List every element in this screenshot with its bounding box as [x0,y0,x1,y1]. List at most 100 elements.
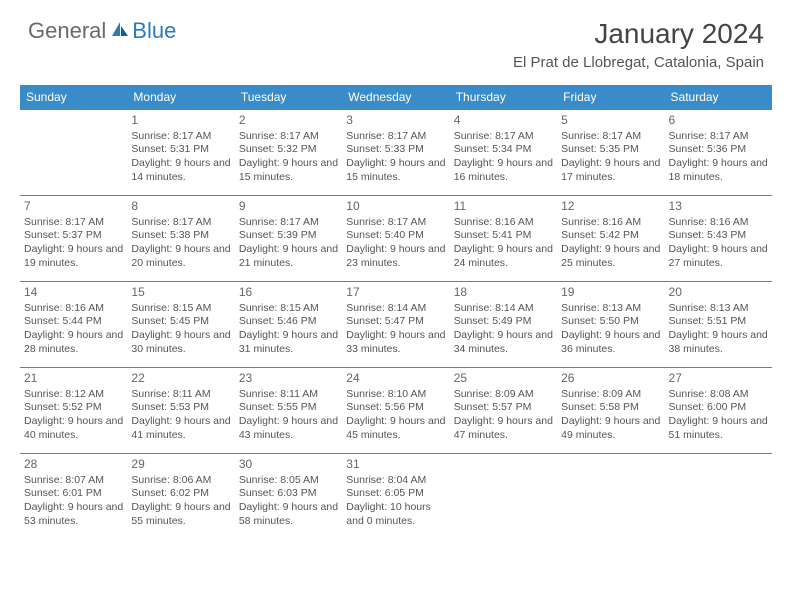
logo-sail-icon [110,20,130,43]
day-number: 20 [669,285,768,301]
daylight-text: Daylight: 9 hours and 25 minutes. [561,243,660,270]
calendar-cell: 3Sunrise: 8:17 AMSunset: 5:33 PMDaylight… [342,110,449,196]
sunset-text: Sunset: 5:50 PM [561,315,660,329]
day-number: 8 [131,199,230,215]
sunrise-text: Sunrise: 8:11 AM [131,388,230,402]
daylight-text: Daylight: 9 hours and 36 minutes. [561,329,660,356]
daylight-text: Daylight: 9 hours and 20 minutes. [131,243,230,270]
sunset-text: Sunset: 5:57 PM [454,401,553,415]
sunrise-text: Sunrise: 8:08 AM [669,388,768,402]
sunrise-text: Sunrise: 8:14 AM [346,302,445,316]
title-block: January 2024 El Prat de Llobregat, Catal… [513,18,764,71]
calendar-cell [450,454,557,540]
day-header: Thursday [450,85,557,110]
sunset-text: Sunset: 6:02 PM [131,487,230,501]
header: General Blue January 2024 El Prat de Llo… [0,0,792,79]
sunset-text: Sunset: 5:36 PM [669,143,768,157]
logo: General Blue [28,18,176,44]
daylight-text: Daylight: 9 hours and 58 minutes. [239,501,338,528]
calendar-cell: 26Sunrise: 8:09 AMSunset: 5:58 PMDayligh… [557,368,664,454]
calendar-cell: 8Sunrise: 8:17 AMSunset: 5:38 PMDaylight… [127,196,234,282]
calendar-cell: 10Sunrise: 8:17 AMSunset: 5:40 PMDayligh… [342,196,449,282]
sunset-text: Sunset: 5:56 PM [346,401,445,415]
sunrise-text: Sunrise: 8:17 AM [669,130,768,144]
calendar-cell: 17Sunrise: 8:14 AMSunset: 5:47 PMDayligh… [342,282,449,368]
calendar-cell: 14Sunrise: 8:16 AMSunset: 5:44 PMDayligh… [20,282,127,368]
calendar-cell: 11Sunrise: 8:16 AMSunset: 5:41 PMDayligh… [450,196,557,282]
sunrise-text: Sunrise: 8:16 AM [24,302,123,316]
sunset-text: Sunset: 5:35 PM [561,143,660,157]
calendar-cell [20,110,127,196]
day-number: 28 [24,457,123,473]
calendar-cell: 28Sunrise: 8:07 AMSunset: 6:01 PMDayligh… [20,454,127,540]
daylight-text: Daylight: 9 hours and 17 minutes. [561,157,660,184]
sunset-text: Sunset: 5:31 PM [131,143,230,157]
day-number: 10 [346,199,445,215]
sunrise-text: Sunrise: 8:09 AM [561,388,660,402]
calendar-cell: 30Sunrise: 8:05 AMSunset: 6:03 PMDayligh… [235,454,342,540]
daylight-text: Daylight: 9 hours and 33 minutes. [346,329,445,356]
daylight-text: Daylight: 9 hours and 43 minutes. [239,415,338,442]
day-header: Wednesday [342,85,449,110]
day-number: 27 [669,371,768,387]
calendar-cell: 23Sunrise: 8:11 AMSunset: 5:55 PMDayligh… [235,368,342,454]
sunrise-text: Sunrise: 8:09 AM [454,388,553,402]
calendar-cell: 22Sunrise: 8:11 AMSunset: 5:53 PMDayligh… [127,368,234,454]
sunrise-text: Sunrise: 8:13 AM [561,302,660,316]
day-number: 3 [346,113,445,129]
day-header: Saturday [665,85,772,110]
sunrise-text: Sunrise: 8:15 AM [239,302,338,316]
sunset-text: Sunset: 5:51 PM [669,315,768,329]
sunrise-text: Sunrise: 8:12 AM [24,388,123,402]
calendar-table: SundayMondayTuesdayWednesdayThursdayFrid… [20,85,772,540]
day-number: 30 [239,457,338,473]
sunset-text: Sunset: 5:46 PM [239,315,338,329]
calendar-cell: 7Sunrise: 8:17 AMSunset: 5:37 PMDaylight… [20,196,127,282]
sunrise-text: Sunrise: 8:17 AM [346,216,445,230]
sunrise-text: Sunrise: 8:15 AM [131,302,230,316]
sunset-text: Sunset: 5:47 PM [346,315,445,329]
sunset-text: Sunset: 5:40 PM [346,229,445,243]
sunrise-text: Sunrise: 8:14 AM [454,302,553,316]
daylight-text: Daylight: 9 hours and 51 minutes. [669,415,768,442]
sunset-text: Sunset: 5:32 PM [239,143,338,157]
daylight-text: Daylight: 9 hours and 45 minutes. [346,415,445,442]
day-number: 15 [131,285,230,301]
calendar-cell [557,454,664,540]
day-number: 24 [346,371,445,387]
daylight-text: Daylight: 9 hours and 14 minutes. [131,157,230,184]
daylight-text: Daylight: 9 hours and 49 minutes. [561,415,660,442]
day-number: 31 [346,457,445,473]
day-number: 22 [131,371,230,387]
daylight-text: Daylight: 9 hours and 15 minutes. [239,157,338,184]
sunrise-text: Sunrise: 8:17 AM [239,216,338,230]
calendar-cell: 6Sunrise: 8:17 AMSunset: 5:36 PMDaylight… [665,110,772,196]
sunset-text: Sunset: 6:01 PM [24,487,123,501]
calendar-cell: 9Sunrise: 8:17 AMSunset: 5:39 PMDaylight… [235,196,342,282]
daylight-text: Daylight: 9 hours and 27 minutes. [669,243,768,270]
calendar-cell: 12Sunrise: 8:16 AMSunset: 5:42 PMDayligh… [557,196,664,282]
daylight-text: Daylight: 9 hours and 24 minutes. [454,243,553,270]
day-number: 25 [454,371,553,387]
sunrise-text: Sunrise: 8:05 AM [239,474,338,488]
calendar-cell [665,454,772,540]
calendar-cell: 27Sunrise: 8:08 AMSunset: 6:00 PMDayligh… [665,368,772,454]
sunset-text: Sunset: 5:58 PM [561,401,660,415]
day-header: Monday [127,85,234,110]
sunrise-text: Sunrise: 8:07 AM [24,474,123,488]
calendar-cell: 25Sunrise: 8:09 AMSunset: 5:57 PMDayligh… [450,368,557,454]
sunset-text: Sunset: 5:33 PM [346,143,445,157]
month-title: January 2024 [513,18,764,50]
sunset-text: Sunset: 6:05 PM [346,487,445,501]
daylight-text: Daylight: 9 hours and 15 minutes. [346,157,445,184]
sunset-text: Sunset: 5:42 PM [561,229,660,243]
sunset-text: Sunset: 5:55 PM [239,401,338,415]
sunrise-text: Sunrise: 8:17 AM [131,216,230,230]
day-number: 19 [561,285,660,301]
day-number: 12 [561,199,660,215]
location: El Prat de Llobregat, Catalonia, Spain [513,54,764,71]
sunset-text: Sunset: 5:43 PM [669,229,768,243]
day-header: Friday [557,85,664,110]
sunrise-text: Sunrise: 8:11 AM [239,388,338,402]
calendar-cell: 24Sunrise: 8:10 AMSunset: 5:56 PMDayligh… [342,368,449,454]
